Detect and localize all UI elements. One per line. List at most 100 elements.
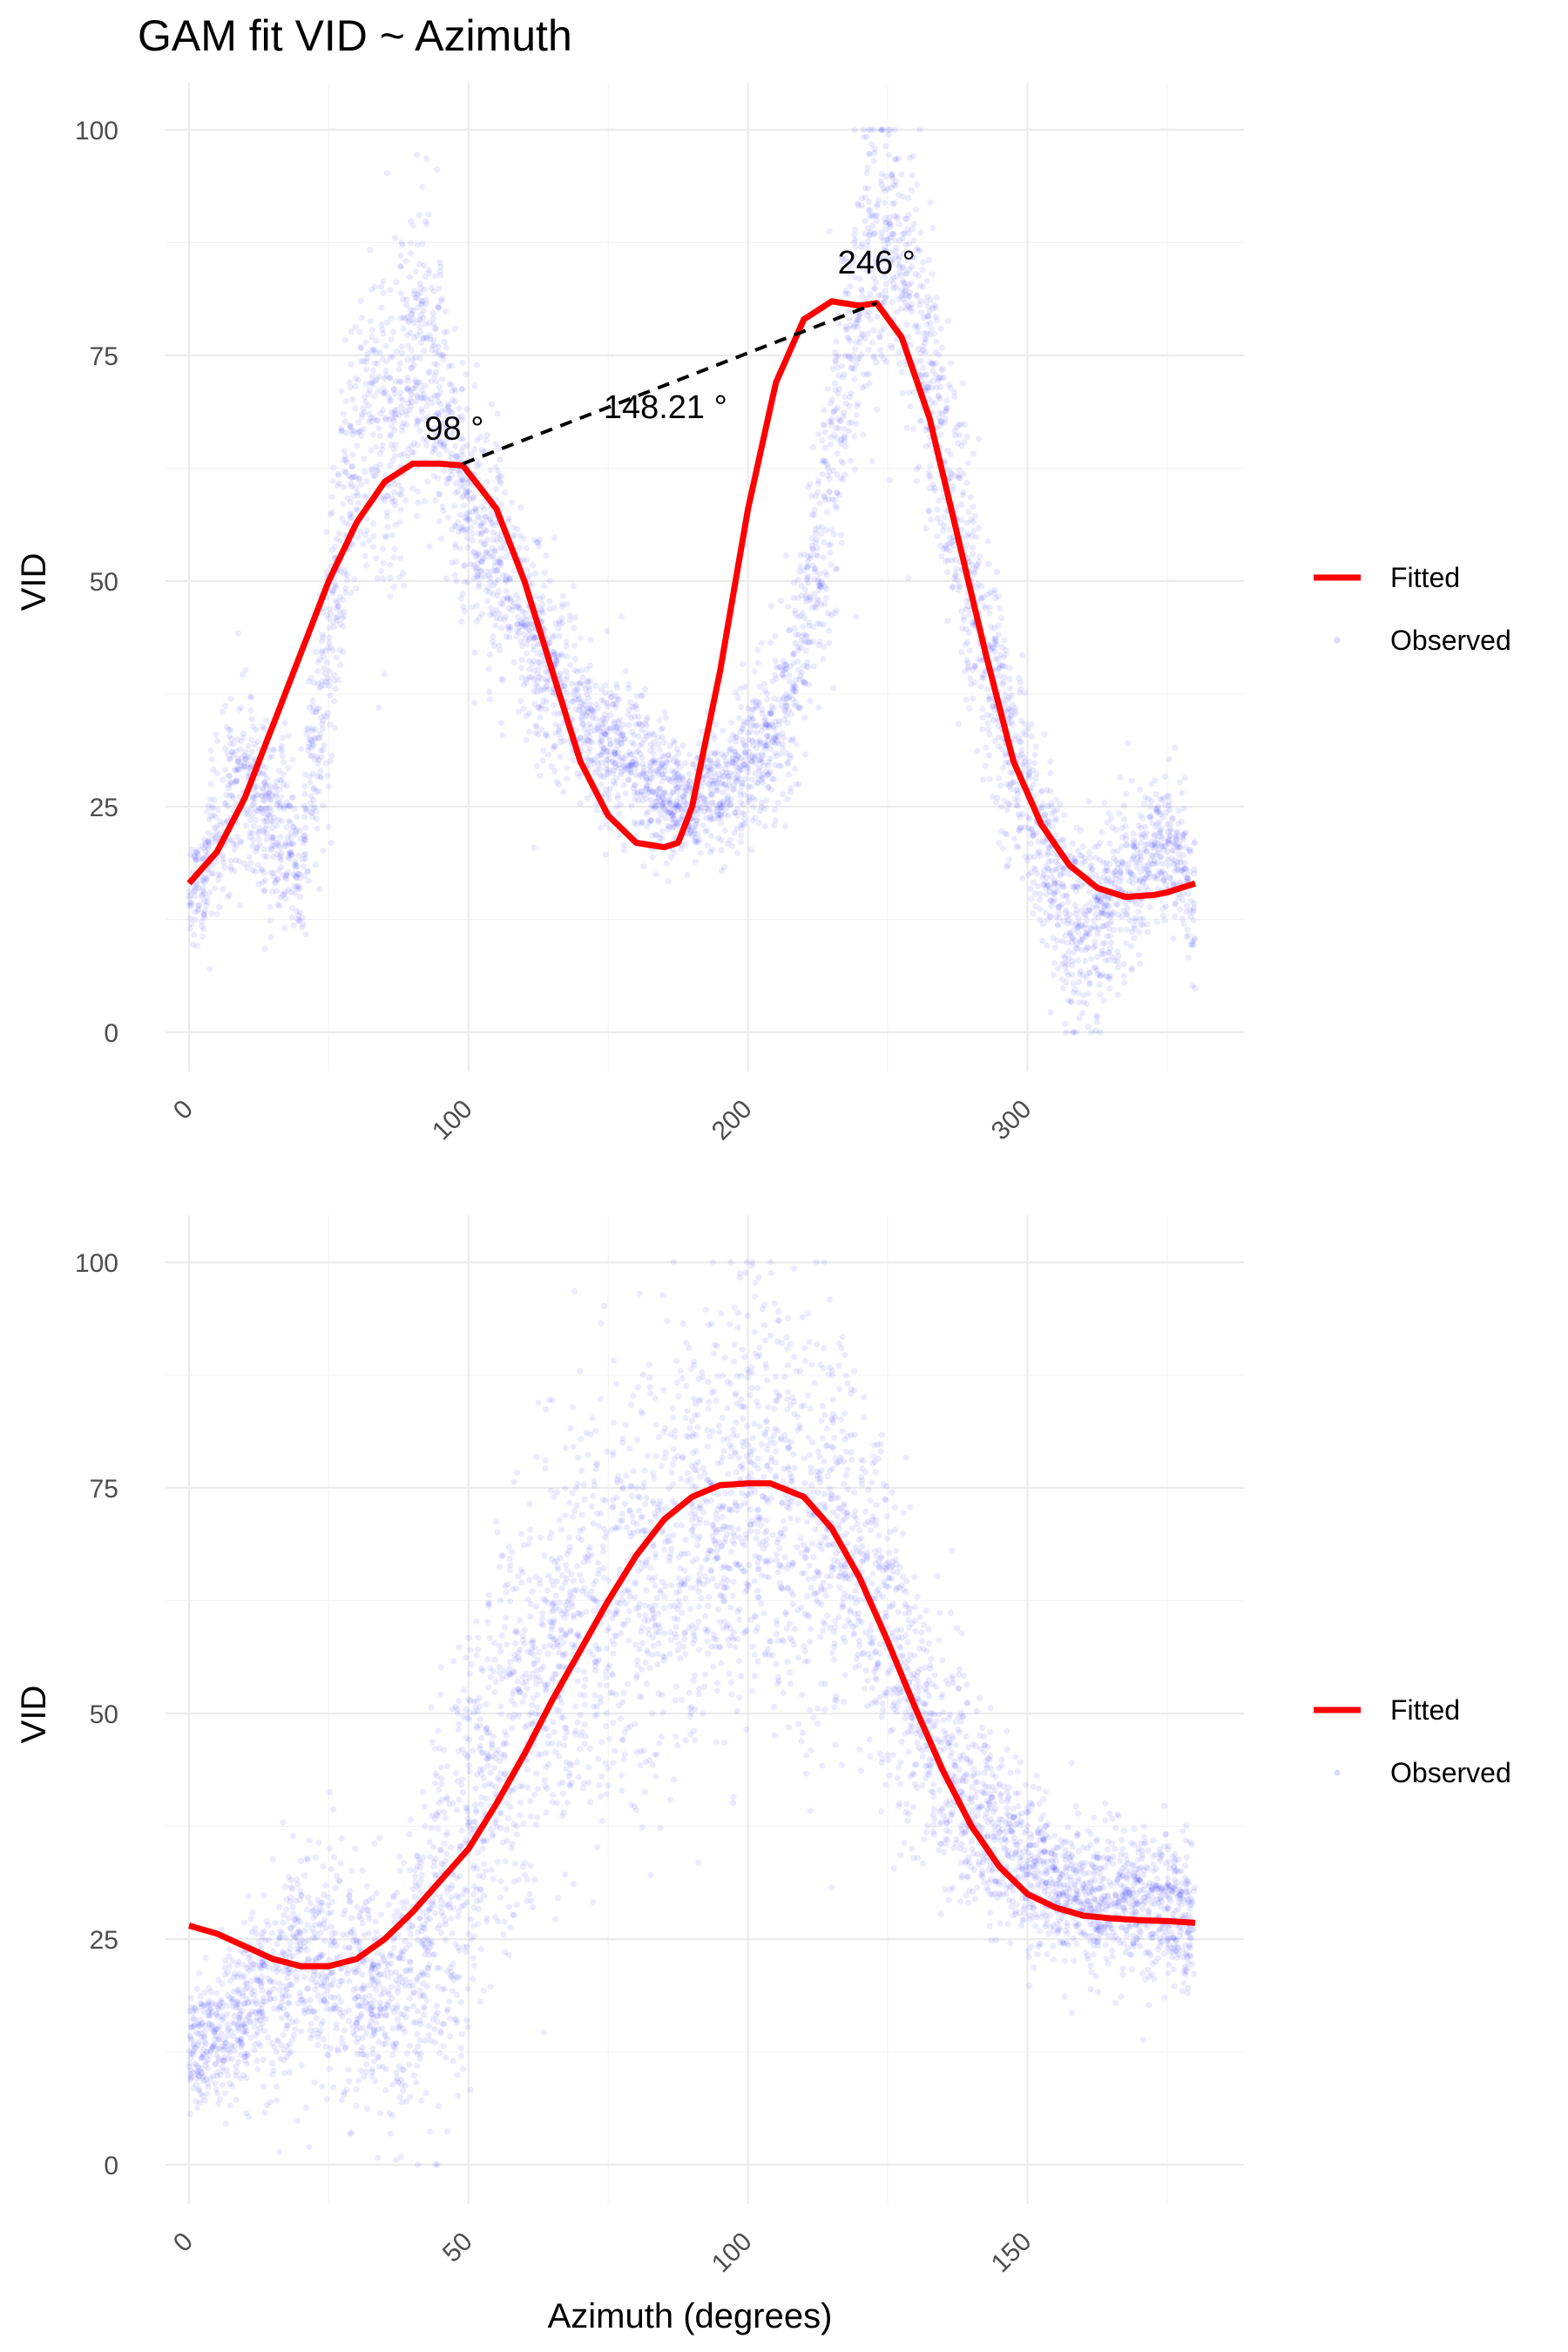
observed-point (254, 862, 261, 868)
observed-point (615, 696, 623, 703)
observed-point (1069, 934, 1076, 941)
observed-point (458, 527, 465, 534)
observed-point (413, 398, 420, 405)
observed-point (865, 370, 873, 377)
observed-point (310, 784, 317, 792)
observed-point (213, 911, 220, 918)
observed-point (398, 343, 405, 350)
observed-point (381, 671, 388, 678)
observed-point (1031, 890, 1038, 897)
observed-point (804, 553, 812, 560)
observed-point (1017, 689, 1024, 696)
observed-point (641, 720, 648, 727)
observed-point (963, 479, 970, 487)
observed-point (1158, 854, 1165, 861)
observed-point (408, 218, 415, 225)
observed-point (811, 603, 818, 610)
observed-point (810, 511, 818, 519)
observed-point (1156, 868, 1163, 875)
observed-point (390, 446, 397, 453)
observed-point (365, 402, 373, 409)
observed-point (457, 595, 464, 602)
observed-point (970, 504, 977, 510)
observed-point (855, 316, 862, 323)
observed-point (375, 425, 382, 432)
observed-point (507, 594, 514, 602)
observed-point (1069, 962, 1076, 969)
observed-point (964, 460, 972, 467)
observed-point (1014, 786, 1021, 794)
observed-point (998, 803, 1005, 810)
observed-point (321, 665, 328, 672)
observed-point (380, 559, 387, 567)
observed-point (1021, 720, 1028, 727)
observed-point (960, 613, 967, 621)
observed-point (975, 436, 983, 443)
observed-point (826, 476, 834, 483)
observed-point (835, 364, 841, 371)
observed-point (984, 720, 991, 727)
observed-point (444, 514, 452, 521)
observed-point (321, 741, 328, 749)
observed-point (389, 498, 395, 505)
observed-point (970, 544, 977, 551)
observed-point (933, 338, 940, 345)
observed-point (368, 286, 375, 293)
observed-point (884, 186, 891, 193)
observed-point (711, 763, 718, 770)
observed-point (771, 822, 778, 829)
observed-point (408, 443, 415, 449)
observed-point (523, 737, 530, 744)
observed-point (546, 639, 553, 646)
observed-point (1190, 916, 1197, 924)
observed-point (397, 252, 404, 259)
observed-point (536, 673, 543, 680)
observed-point (929, 361, 937, 368)
observed-point (1100, 874, 1107, 881)
observed-point (341, 410, 348, 417)
observed-point (332, 686, 339, 693)
observed-point (1091, 964, 1098, 971)
observed-point (594, 705, 602, 712)
observed-point (927, 199, 934, 206)
observed-point (801, 680, 808, 687)
observed-point (903, 321, 910, 328)
observed-point (806, 619, 813, 626)
observed-point (853, 613, 860, 620)
observed-point (891, 156, 899, 163)
observed-point (314, 659, 321, 666)
observed-point (368, 418, 375, 425)
observed-point (1187, 942, 1194, 949)
observed-point (276, 855, 283, 862)
observed-point (452, 480, 460, 487)
observed-point (316, 773, 324, 781)
observed-point (1065, 948, 1072, 955)
observed-point (875, 201, 882, 208)
observed-point (205, 850, 212, 857)
observed-point (421, 497, 428, 505)
observed-point (646, 760, 653, 767)
observed-point (219, 708, 226, 715)
observed-point (363, 515, 370, 523)
observed-point (961, 617, 968, 624)
observed-point (340, 623, 347, 630)
observed-point (1172, 900, 1179, 907)
observed-point (916, 463, 923, 470)
observed-point (426, 320, 433, 327)
observed-point (314, 754, 321, 760)
figure-title: GAM fit VID ~ Azimuth (138, 11, 572, 60)
observed-point (534, 538, 542, 546)
observed-point (890, 285, 897, 292)
observed-point (247, 860, 254, 867)
observed-point (1170, 935, 1177, 943)
observed-point (380, 495, 387, 502)
observed-point (532, 729, 539, 736)
observed-point (436, 268, 443, 275)
observed-point (409, 356, 416, 363)
observed-point (335, 480, 342, 487)
observed-point (868, 457, 875, 464)
observed-point (199, 933, 206, 940)
observed-point (1064, 914, 1071, 921)
observed-point (333, 585, 340, 591)
observed-point (999, 845, 1006, 852)
